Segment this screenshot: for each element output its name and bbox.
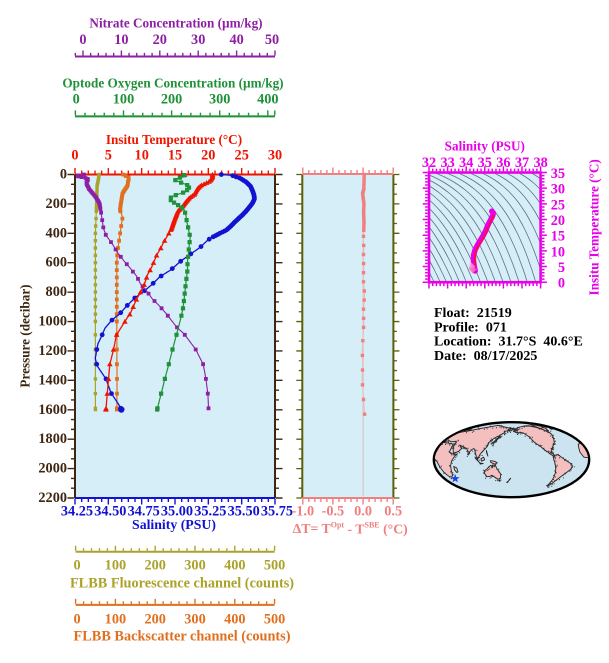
svg-text:200: 200 [161, 92, 182, 108]
svg-text:10: 10 [551, 244, 565, 260]
svg-text:15: 15 [168, 148, 182, 164]
svg-text:1000: 1000 [38, 314, 67, 330]
svg-text:300: 300 [184, 611, 205, 627]
svg-text:Date: 08/17/2025: Date: 08/17/2025 [434, 349, 537, 364]
svg-text:Float: 21519: Float: 21519 [434, 306, 512, 321]
svg-text:36: 36 [496, 155, 510, 171]
svg-text:ΔT= TOpt - TSBE (°C): ΔT= TOpt - TSBE (°C) [293, 520, 408, 537]
svg-text:35.75: 35.75 [261, 503, 293, 519]
svg-text:35.50: 35.50 [228, 503, 260, 519]
svg-text:25: 25 [235, 148, 249, 164]
svg-text:400: 400 [46, 225, 67, 241]
svg-text:1200: 1200 [38, 343, 67, 359]
svg-text:0: 0 [79, 32, 86, 48]
svg-text:0: 0 [71, 148, 78, 164]
svg-text:34.25: 34.25 [61, 503, 93, 519]
svg-text:50: 50 [265, 32, 279, 48]
svg-text:500: 500 [264, 558, 285, 574]
svg-text:300: 300 [209, 92, 230, 108]
svg-text:500: 500 [264, 611, 285, 627]
svg-text:30: 30 [551, 182, 565, 198]
svg-text:0: 0 [60, 167, 67, 183]
svg-text:1400: 1400 [38, 372, 67, 388]
svg-text:2000: 2000 [38, 461, 67, 477]
svg-text:400: 400 [257, 92, 278, 108]
svg-text:10: 10 [135, 148, 149, 164]
svg-text:0: 0 [73, 92, 80, 108]
svg-text:35.25: 35.25 [194, 503, 226, 519]
svg-text:FLBB Backscatter channel (coun: FLBB Backscatter channel (counts) [74, 628, 291, 644]
svg-text:Insitu Temperature (°C): Insitu Temperature (°C) [106, 132, 242, 147]
svg-text:300: 300 [184, 558, 205, 574]
svg-text:100: 100 [105, 611, 126, 627]
svg-text:32: 32 [422, 155, 436, 171]
svg-text:FLBB Fluorescence channel (cou: FLBB Fluorescence channel (counts) [70, 575, 294, 591]
svg-text:1600: 1600 [38, 402, 67, 418]
svg-text:38: 38 [533, 155, 547, 171]
svg-text:-0.5: -0.5 [322, 503, 345, 519]
svg-text:35: 35 [478, 155, 492, 171]
svg-text:40: 40 [229, 32, 243, 48]
svg-text:600: 600 [46, 255, 67, 271]
svg-text:34: 34 [459, 155, 473, 171]
svg-text:10: 10 [114, 32, 128, 48]
svg-text:15: 15 [551, 229, 565, 245]
svg-text:400: 400 [224, 611, 245, 627]
svg-text:34.50: 34.50 [94, 503, 126, 519]
svg-text:25: 25 [551, 197, 565, 213]
svg-text:Insitu Temperature (°C): Insitu Temperature (°C) [586, 159, 601, 295]
svg-text:0: 0 [74, 558, 81, 574]
svg-text:34.75: 34.75 [128, 503, 160, 519]
svg-text:0.0: 0.0 [354, 503, 372, 519]
svg-text:100: 100 [105, 558, 126, 574]
svg-text:400: 400 [224, 558, 245, 574]
svg-text:100: 100 [113, 92, 134, 108]
svg-text:Location: 31.7°S 40.6°E: Location: 31.7°S 40.6°E [434, 335, 583, 350]
svg-text:5: 5 [558, 260, 565, 276]
svg-text:35: 35 [551, 166, 565, 182]
svg-text:20: 20 [551, 213, 565, 229]
svg-text:Profile: 071: Profile: 071 [434, 320, 507, 335]
svg-text:200: 200 [144, 558, 165, 574]
svg-text:200: 200 [144, 611, 165, 627]
svg-text:37: 37 [515, 155, 529, 171]
svg-text:5: 5 [105, 148, 112, 164]
svg-text:0: 0 [74, 611, 81, 627]
svg-text:Salinity (PSU): Salinity (PSU) [132, 517, 216, 533]
svg-text:Pressure (decibar): Pressure (decibar) [18, 284, 33, 387]
svg-text:2200: 2200 [38, 490, 67, 506]
svg-text:0.5: 0.5 [384, 503, 402, 519]
svg-text:30: 30 [268, 148, 282, 164]
svg-text:35.00: 35.00 [161, 503, 193, 519]
svg-text:20: 20 [153, 32, 167, 48]
svg-text:Salinity (PSU): Salinity (PSU) [445, 139, 525, 154]
svg-text:Nitrate Concentration (µm/kg): Nitrate Concentration (µm/kg) [89, 16, 262, 31]
svg-text:33: 33 [440, 155, 454, 171]
svg-text:30: 30 [191, 32, 205, 48]
svg-text:0: 0 [558, 276, 565, 292]
svg-text:200: 200 [46, 196, 67, 212]
svg-text:800: 800 [46, 284, 67, 300]
svg-text:1800: 1800 [38, 431, 67, 447]
svg-text:Optode Oxygen Concentration (µ: Optode Oxygen Concentration (µm/kg) [62, 76, 283, 91]
svg-text:20: 20 [201, 148, 215, 164]
svg-text:-1.0: -1.0 [291, 503, 314, 519]
